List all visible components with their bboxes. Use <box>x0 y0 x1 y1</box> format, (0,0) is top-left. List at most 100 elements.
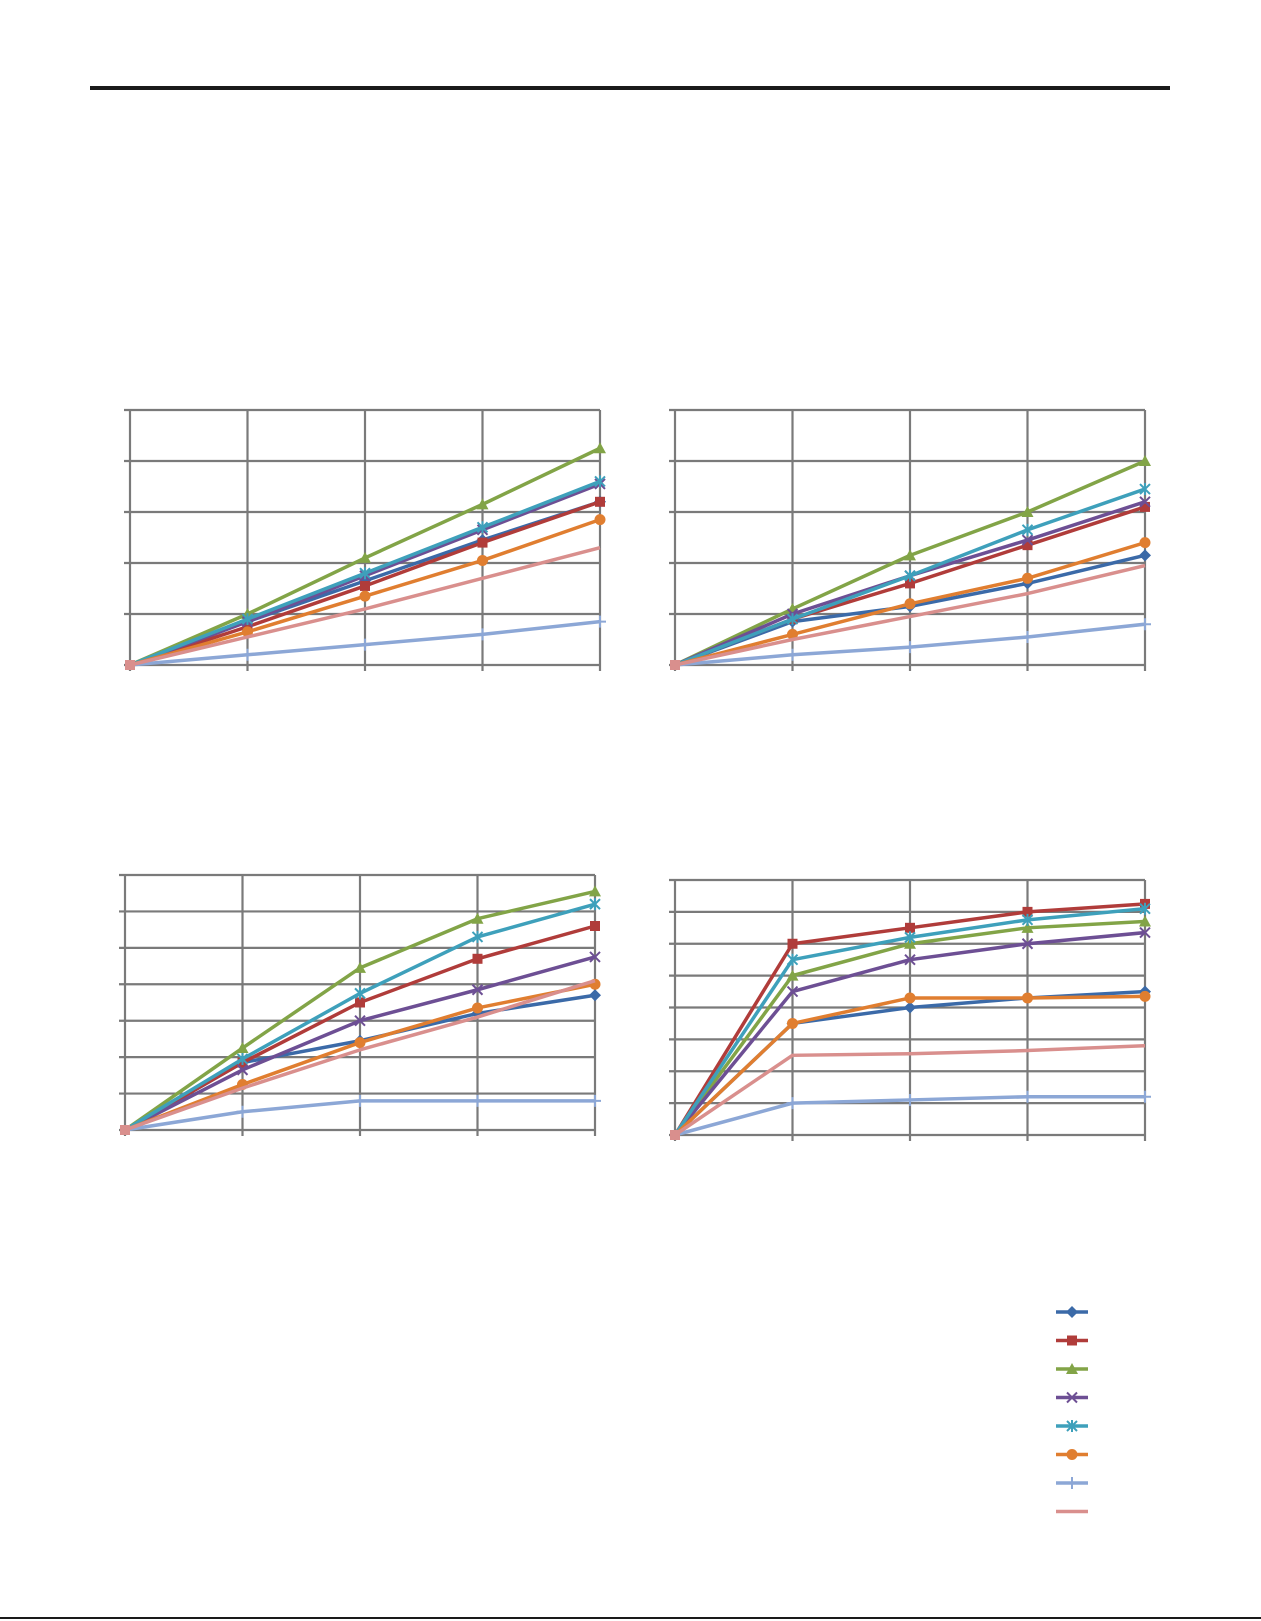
data-point <box>236 1052 249 1065</box>
data-point <box>360 580 370 591</box>
legend-marker <box>1066 1420 1078 1432</box>
series-5 <box>129 475 606 667</box>
legend-entry-2 <box>1056 1335 1088 1346</box>
data-point <box>786 648 799 661</box>
data-point <box>905 922 915 933</box>
chart-panel-bottom-left <box>95 855 695 1195</box>
data-point <box>359 638 371 651</box>
data-point <box>1021 523 1034 536</box>
data-point <box>359 567 371 580</box>
series-line <box>674 1044 1146 1137</box>
origin-point <box>125 660 135 670</box>
data-point <box>354 1094 366 1107</box>
data-point <box>904 1093 916 1106</box>
series-6 <box>124 978 601 1132</box>
series-7 <box>124 1094 601 1132</box>
origin-point <box>670 660 680 670</box>
data-point <box>594 442 606 454</box>
series-7 <box>674 618 1151 667</box>
line-chart-3 <box>119 873 601 1136</box>
data-point <box>1022 572 1033 584</box>
data-point <box>904 1001 916 1014</box>
plot-grid <box>124 408 602 671</box>
series-3 <box>123 885 601 1132</box>
data-point <box>354 987 366 1000</box>
data-point <box>1139 496 1151 508</box>
data-point <box>787 1017 798 1029</box>
data-point <box>1021 913 1034 926</box>
data-point <box>595 496 605 507</box>
legend-swatches <box>1056 1306 1088 1514</box>
data-point <box>1021 630 1034 643</box>
line-chart-4 <box>669 878 1151 1141</box>
data-point <box>1139 618 1151 631</box>
series-3 <box>129 442 606 667</box>
data-point <box>594 615 606 628</box>
data-point <box>1021 1090 1034 1103</box>
data-point <box>1140 501 1150 512</box>
data-point <box>1139 537 1151 549</box>
bottom-rule <box>0 1617 1261 1619</box>
data-point <box>1021 534 1034 546</box>
data-point <box>904 549 916 561</box>
data-point <box>1021 506 1034 517</box>
data-point <box>904 569 916 582</box>
series-8 <box>124 978 596 1132</box>
data-point <box>1022 540 1033 551</box>
data-point <box>476 498 489 510</box>
chart-panel-top-left <box>100 390 700 730</box>
data-point <box>1022 992 1033 1004</box>
data-point <box>236 1042 249 1054</box>
data-point <box>1139 455 1151 466</box>
series-4 <box>124 951 601 1132</box>
data-point <box>354 1037 366 1049</box>
data-point <box>904 953 916 966</box>
data-point <box>589 989 601 1002</box>
data-point <box>1139 926 1151 939</box>
data-point <box>905 578 915 589</box>
series-5 <box>124 898 601 1132</box>
data-point <box>786 1097 799 1110</box>
legend-entry-1 <box>1056 1306 1088 1318</box>
data-point <box>786 953 799 966</box>
legend-entry-3 <box>1056 1363 1088 1374</box>
line-chart-2 <box>669 408 1151 671</box>
data-point <box>241 613 254 626</box>
series-7 <box>129 615 606 667</box>
origin-point <box>120 1125 130 1135</box>
data-point <box>1139 990 1151 1002</box>
legend-entry-6 <box>1056 1449 1088 1460</box>
series-5 <box>674 483 1151 667</box>
data-point <box>1139 1090 1151 1103</box>
series-8 <box>129 546 601 667</box>
series-6 <box>674 537 1151 667</box>
data-point <box>589 1094 601 1107</box>
data-point <box>590 921 600 931</box>
legend-entry-5 <box>1056 1420 1088 1432</box>
data-point <box>589 885 601 897</box>
data-point <box>904 992 916 1004</box>
data-point <box>1021 921 1034 933</box>
legend-marker <box>1066 1449 1078 1460</box>
data-point <box>594 514 606 526</box>
data-point <box>1021 938 1034 950</box>
data-point <box>241 648 254 661</box>
data-point <box>359 551 371 563</box>
data-point <box>904 931 916 944</box>
series-5 <box>673 902 1151 1136</box>
top-rule <box>90 86 1170 90</box>
data-point <box>1139 483 1151 496</box>
chart-panel-top-right <box>645 390 1245 730</box>
chart-panel-bottom-right <box>645 860 1245 1200</box>
legend-entry-4 <box>1056 1391 1088 1404</box>
data-point <box>354 961 366 973</box>
data-point <box>472 953 483 964</box>
legend-marker <box>1066 1477 1078 1489</box>
data-point <box>355 997 365 1008</box>
data-point <box>472 1002 483 1014</box>
data-point <box>1139 549 1151 562</box>
data-point <box>477 537 488 548</box>
data-point <box>236 1105 249 1118</box>
series-line <box>674 563 1146 667</box>
data-point <box>471 930 484 943</box>
